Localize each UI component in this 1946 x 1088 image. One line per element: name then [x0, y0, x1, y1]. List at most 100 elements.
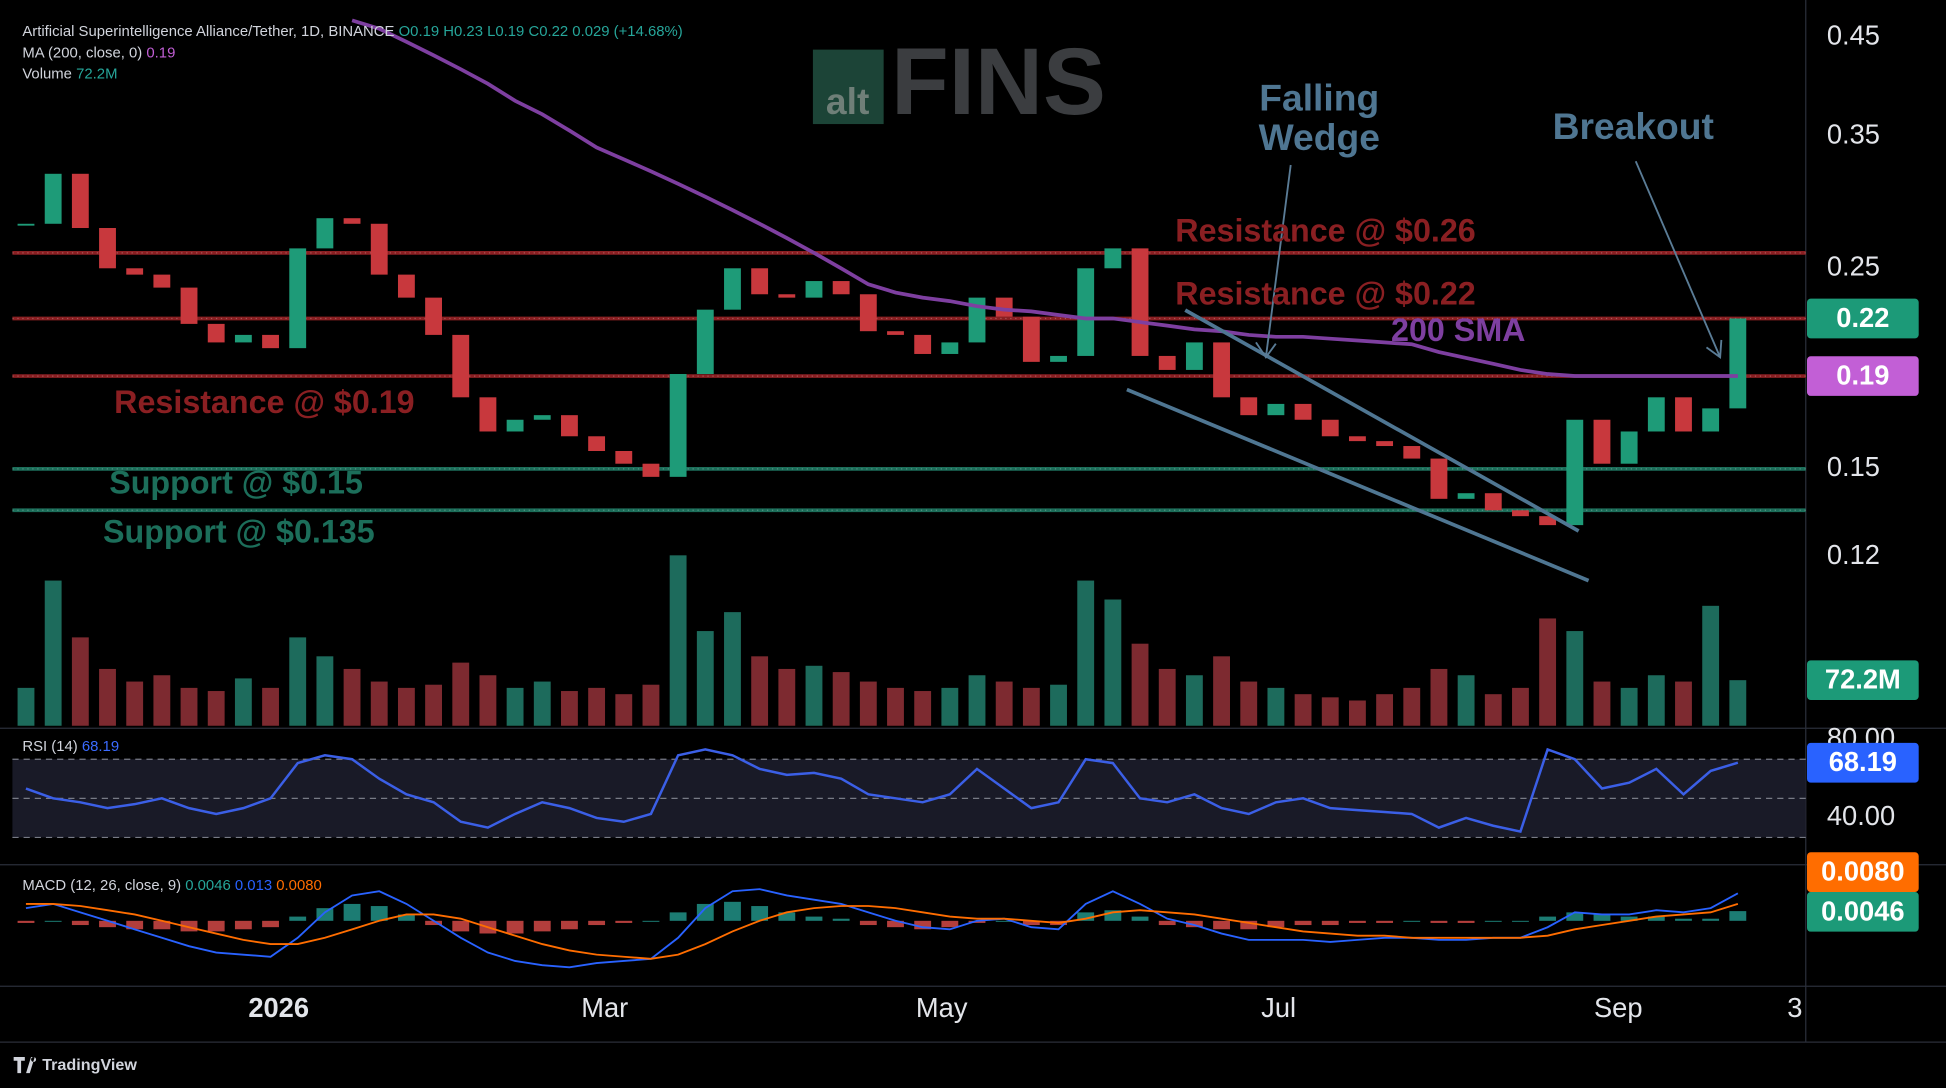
candle [452, 334, 470, 398]
candle [669, 374, 687, 477]
macd-hist-bar [1267, 920, 1285, 928]
volume-bar [1104, 599, 1122, 726]
volume-bar [126, 681, 144, 726]
volume-bar [1539, 618, 1557, 726]
macd-hist-bar [1158, 920, 1176, 926]
macd-hist-bar [234, 920, 252, 930]
axis-layer: 0.45 0.35 0.25 0.15 0.12 2026 Mar May Jul Sep 3 Res… [103, 20, 1919, 1023]
volume-bar [479, 675, 497, 726]
macd-hist-bar [887, 920, 904, 928]
candle [1022, 316, 1040, 362]
candle [425, 297, 442, 335]
candle [370, 223, 388, 275]
macd-hist-bar [859, 920, 877, 926]
macd-hist-bar [262, 920, 279, 928]
macd-hist-bar [1566, 912, 1584, 921]
candle [1593, 419, 1611, 464]
macd-hist-bar [452, 920, 470, 932]
macd-hist-bar [126, 920, 144, 930]
y-tick-label: 0.25 [1827, 250, 1880, 281]
macd-hist-bar [832, 918, 850, 921]
volume-bar [452, 662, 470, 726]
candle [914, 334, 932, 354]
watermark-box [812, 49, 884, 125]
candle [968, 297, 986, 343]
candle [615, 451, 633, 464]
y-tick-label: 40.00 [1827, 800, 1895, 831]
candle [1620, 431, 1638, 464]
volume-bar [234, 678, 252, 726]
macd-hist-bar [506, 920, 524, 934]
volume-bar [751, 656, 769, 726]
candle [1104, 248, 1122, 269]
ma-line [351, 18, 1738, 378]
macd-hist-bar [397, 914, 415, 921]
candle [289, 248, 307, 349]
candle [262, 334, 279, 349]
watermark-alt: alt [826, 80, 869, 122]
volume-bar [1457, 675, 1475, 726]
volume-bar [1675, 681, 1692, 726]
symbol: Artificial Superintelligence Alliance/Te… [22, 24, 394, 40]
candle [71, 173, 89, 229]
macd-title: MACD (12, 26, close, 9) [22, 878, 181, 894]
macd-hist-bar [805, 916, 823, 921]
candle [1321, 419, 1339, 437]
arrows [1255, 160, 1723, 360]
candle [234, 334, 252, 343]
candle [1484, 493, 1502, 511]
volume-bar [533, 681, 551, 726]
volume-value: 72.2M [76, 66, 117, 82]
macd-hist-bar [17, 920, 35, 923]
candle [1675, 397, 1692, 432]
y-tick-label: 0.35 [1827, 118, 1880, 149]
macd-hist-bar [561, 920, 578, 930]
macd-signal-value: 0.0080 [276, 878, 322, 894]
candle [778, 294, 796, 298]
legend-macd: MACD (12, 26, close, 9) 0.0046 0.013 0.0… [22, 878, 321, 894]
level-label: Resistance @ $0.26 [1175, 213, 1475, 249]
candle [1158, 355, 1176, 370]
volume-bar [615, 694, 633, 726]
macd-hist-bar [180, 920, 198, 932]
candle [397, 274, 415, 298]
candle [1348, 436, 1366, 442]
macd-hist-bar [1348, 920, 1366, 923]
level-label: Resistance @ $0.22 [1175, 276, 1475, 312]
volume-bar [1376, 694, 1394, 726]
legend-rsi: RSI (14) 68.19 [22, 739, 119, 755]
macd-hist-bar [1131, 916, 1149, 921]
level-label: Resistance @ $0.19 [114, 384, 414, 420]
macd-hist-bar [71, 920, 89, 926]
macd-hist-bar [968, 920, 986, 923]
rsi-line [25, 747, 1739, 834]
candle [1729, 318, 1747, 409]
candle [153, 274, 171, 288]
candle [533, 415, 551, 420]
macd-hist-bar [1647, 916, 1665, 921]
volume-badge [1807, 660, 1919, 701]
volume-bar [642, 684, 660, 726]
macd-hist-badge [1807, 891, 1919, 932]
candle [941, 342, 959, 354]
volume-bar [17, 687, 35, 726]
macd-hist-bar [778, 912, 796, 921]
candle [1539, 516, 1557, 526]
volume-label: Volume [22, 66, 72, 82]
volume-bar [1512, 687, 1529, 726]
ma-badge-label: 0.19 [1836, 360, 1889, 391]
candle [832, 281, 850, 295]
volume-bar [425, 684, 442, 726]
candle [561, 415, 578, 437]
rsi-value: 68.19 [82, 739, 119, 755]
candle [1457, 493, 1475, 499]
macd-hist-bar [207, 920, 225, 932]
macd-hist-bar [724, 901, 741, 921]
footer-text: TradingView [42, 1056, 137, 1074]
candle [724, 268, 741, 310]
macd-hist-bar [1077, 912, 1095, 921]
macd-hist-bar [1213, 920, 1230, 930]
volume-bar [724, 612, 741, 726]
volume-bar [370, 681, 388, 726]
macd-hist-bar [1484, 920, 1502, 922]
